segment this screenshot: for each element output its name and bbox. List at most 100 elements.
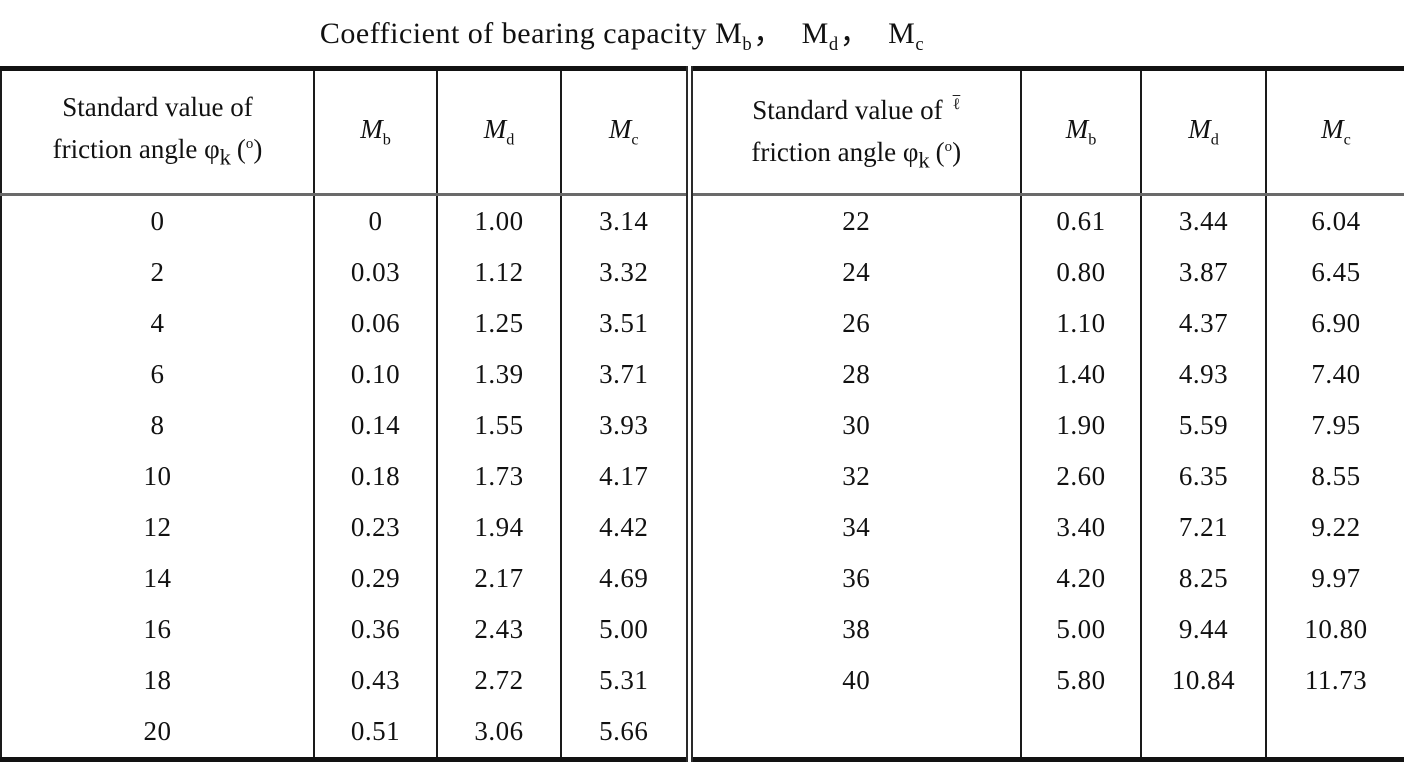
cell-mc-right: 7.95 bbox=[1265, 400, 1404, 451]
cell-md-left: 1.25 bbox=[436, 298, 561, 349]
cell-mb-left: 0.23 bbox=[313, 502, 437, 553]
cell-angle-left: 8 bbox=[0, 400, 314, 451]
cell-mb-right: 1.10 bbox=[1020, 298, 1141, 349]
cell-mb-right: 1.90 bbox=[1020, 400, 1141, 451]
cell-mc-left: 4.42 bbox=[560, 502, 689, 553]
title-term-md: Md， bbox=[801, 17, 871, 55]
cell-mc-right bbox=[1265, 706, 1404, 760]
cell-md-right: 3.87 bbox=[1140, 247, 1266, 298]
cell-mb-left: 0.18 bbox=[313, 451, 437, 502]
cell-angle-left: 20 bbox=[0, 706, 314, 760]
cell-mc-right: 7.40 bbox=[1265, 349, 1404, 400]
cell-md-left: 1.94 bbox=[436, 502, 561, 553]
header-mb-right: Mb bbox=[1020, 68, 1141, 196]
cell-mc-right: 6.90 bbox=[1265, 298, 1404, 349]
table-row: 0 0 1.00 3.14 22 0.61 3.44 6.04 bbox=[0, 194, 1404, 247]
cell-mc-left: 4.69 bbox=[560, 553, 689, 604]
cell-md-right: 5.59 bbox=[1140, 400, 1266, 451]
cell-angle-right: 24 bbox=[685, 247, 1021, 298]
cell-mc-right: 11.73 bbox=[1265, 655, 1404, 706]
cell-angle-left: 0 bbox=[0, 194, 314, 247]
cell-mb-left: 0.14 bbox=[313, 400, 437, 451]
cell-mb-right: 0.80 bbox=[1020, 247, 1141, 298]
cell-md-right: 3.44 bbox=[1140, 194, 1266, 247]
cell-mc-left: 3.71 bbox=[560, 349, 689, 400]
table-row: 2 0.03 1.12 3.32 24 0.80 3.87 6.45 bbox=[0, 247, 1404, 298]
cell-md-left: 2.17 bbox=[436, 553, 561, 604]
cell-md-right: 4.93 bbox=[1140, 349, 1266, 400]
cell-angle-right: 30 bbox=[685, 400, 1021, 451]
cell-angle-right: 34 bbox=[685, 502, 1021, 553]
cell-mc-right: 10.80 bbox=[1265, 604, 1404, 655]
cell-md-right: 9.44 bbox=[1140, 604, 1266, 655]
header-friction-angle-left: Standard value of friction angle φk (o) bbox=[0, 68, 314, 196]
cell-mb-right: 5.00 bbox=[1020, 604, 1141, 655]
cell-mc-right: 9.97 bbox=[1265, 553, 1404, 604]
cell-mc-left: 3.32 bbox=[560, 247, 689, 298]
cell-md-right: 6.35 bbox=[1140, 451, 1266, 502]
cell-angle-right: 38 bbox=[685, 604, 1021, 655]
cell-angle-left: 2 bbox=[0, 247, 314, 298]
cell-mc-left: 3.51 bbox=[560, 298, 689, 349]
title-term-mc: Mc bbox=[888, 17, 925, 55]
table-row: 6 0.10 1.39 3.71 28 1.40 4.93 7.40 bbox=[0, 349, 1404, 400]
cell-mb-right: 1.40 bbox=[1020, 349, 1141, 400]
cell-angle-left: 4 bbox=[0, 298, 314, 349]
cell-mc-right: 9.22 bbox=[1265, 502, 1404, 553]
cell-mc-left: 3.14 bbox=[560, 194, 689, 247]
cell-angle-left: 16 bbox=[0, 604, 314, 655]
cell-mb-right: 2.60 bbox=[1020, 451, 1141, 502]
cell-angle-right: 26 bbox=[685, 298, 1021, 349]
cell-md-left: 1.12 bbox=[436, 247, 561, 298]
cell-mc-right: 6.45 bbox=[1265, 247, 1404, 298]
cell-mc-left: 3.93 bbox=[560, 400, 689, 451]
cell-angle-left: 6 bbox=[0, 349, 314, 400]
cell-angle-left: 12 bbox=[0, 502, 314, 553]
cell-mb-right: 4.20 bbox=[1020, 553, 1141, 604]
cell-mb-left: 0.10 bbox=[313, 349, 437, 400]
cell-md-left: 1.39 bbox=[436, 349, 561, 400]
cell-md-left: 1.73 bbox=[436, 451, 561, 502]
table-row: 14 0.29 2.17 4.69 36 4.20 8.25 9.97 bbox=[0, 553, 1404, 604]
page-title: Coefficient of bearing capacity Mb， Md， Mc bbox=[0, 8, 1324, 56]
bearing-capacity-table: Standard value of friction angle φk (o) M… bbox=[0, 66, 1404, 762]
title-term-mb: Mb， bbox=[715, 17, 784, 55]
cell-mb-left: 0.29 bbox=[313, 553, 437, 604]
table-row: 18 0.43 2.72 5.31 40 5.80 10.84 11.73 bbox=[0, 655, 1404, 706]
cell-angle-right: 28 bbox=[685, 349, 1021, 400]
cell-mc-left: 5.66 bbox=[560, 706, 689, 760]
header-mc-left: Mc bbox=[560, 68, 689, 196]
cell-angle-left: 14 bbox=[0, 553, 314, 604]
cell-md-right: 10.84 bbox=[1140, 655, 1266, 706]
cell-md-right: 7.21 bbox=[1140, 502, 1266, 553]
cell-md-left: 2.72 bbox=[436, 655, 561, 706]
cell-md-right bbox=[1140, 706, 1266, 760]
table-body: 0 0 1.00 3.14 22 0.61 3.44 6.04 2 0.03 1.12 3.32 24 0… bbox=[0, 194, 1404, 760]
cell-md-left: 1.00 bbox=[436, 194, 561, 247]
cell-mc-right: 8.55 bbox=[1265, 451, 1404, 502]
table-row: 10 0.18 1.73 4.17 32 2.60 6.35 8.55 bbox=[0, 451, 1404, 502]
cell-mb-left: 0.43 bbox=[313, 655, 437, 706]
cell-mc-left: 4.17 bbox=[560, 451, 689, 502]
scan-artifact: ℓ bbox=[952, 95, 961, 113]
cell-mb-right bbox=[1020, 706, 1141, 760]
cell-mb-left: 0.36 bbox=[313, 604, 437, 655]
cell-mb-left: 0.51 bbox=[313, 706, 437, 760]
table-row: 16 0.36 2.43 5.00 38 5.00 9.44 10.80 bbox=[0, 604, 1404, 655]
cell-angle-right: 36 bbox=[685, 553, 1021, 604]
cell-mc-left: 5.00 bbox=[560, 604, 689, 655]
cell-md-left: 2.43 bbox=[436, 604, 561, 655]
cell-md-left: 1.55 bbox=[436, 400, 561, 451]
cell-mc-right: 6.04 bbox=[1265, 194, 1404, 247]
cell-mb-right: 0.61 bbox=[1020, 194, 1141, 247]
cell-mb-right: 5.80 bbox=[1020, 655, 1141, 706]
table-row: 20 0.51 3.06 5.66 bbox=[0, 706, 1404, 760]
table-row: 4 0.06 1.25 3.51 26 1.10 4.37 6.90 bbox=[0, 298, 1404, 349]
header-friction-angle-right: Standard value of ℓ friction angle φk (o) bbox=[685, 68, 1021, 196]
cell-md-right: 8.25 bbox=[1140, 553, 1266, 604]
cell-mb-left: 0.03 bbox=[313, 247, 437, 298]
cell-angle-left: 10 bbox=[0, 451, 314, 502]
header-mb-left: Mb bbox=[313, 68, 437, 196]
cell-angle-right: 40 bbox=[685, 655, 1021, 706]
cell-angle-right bbox=[685, 706, 1021, 760]
